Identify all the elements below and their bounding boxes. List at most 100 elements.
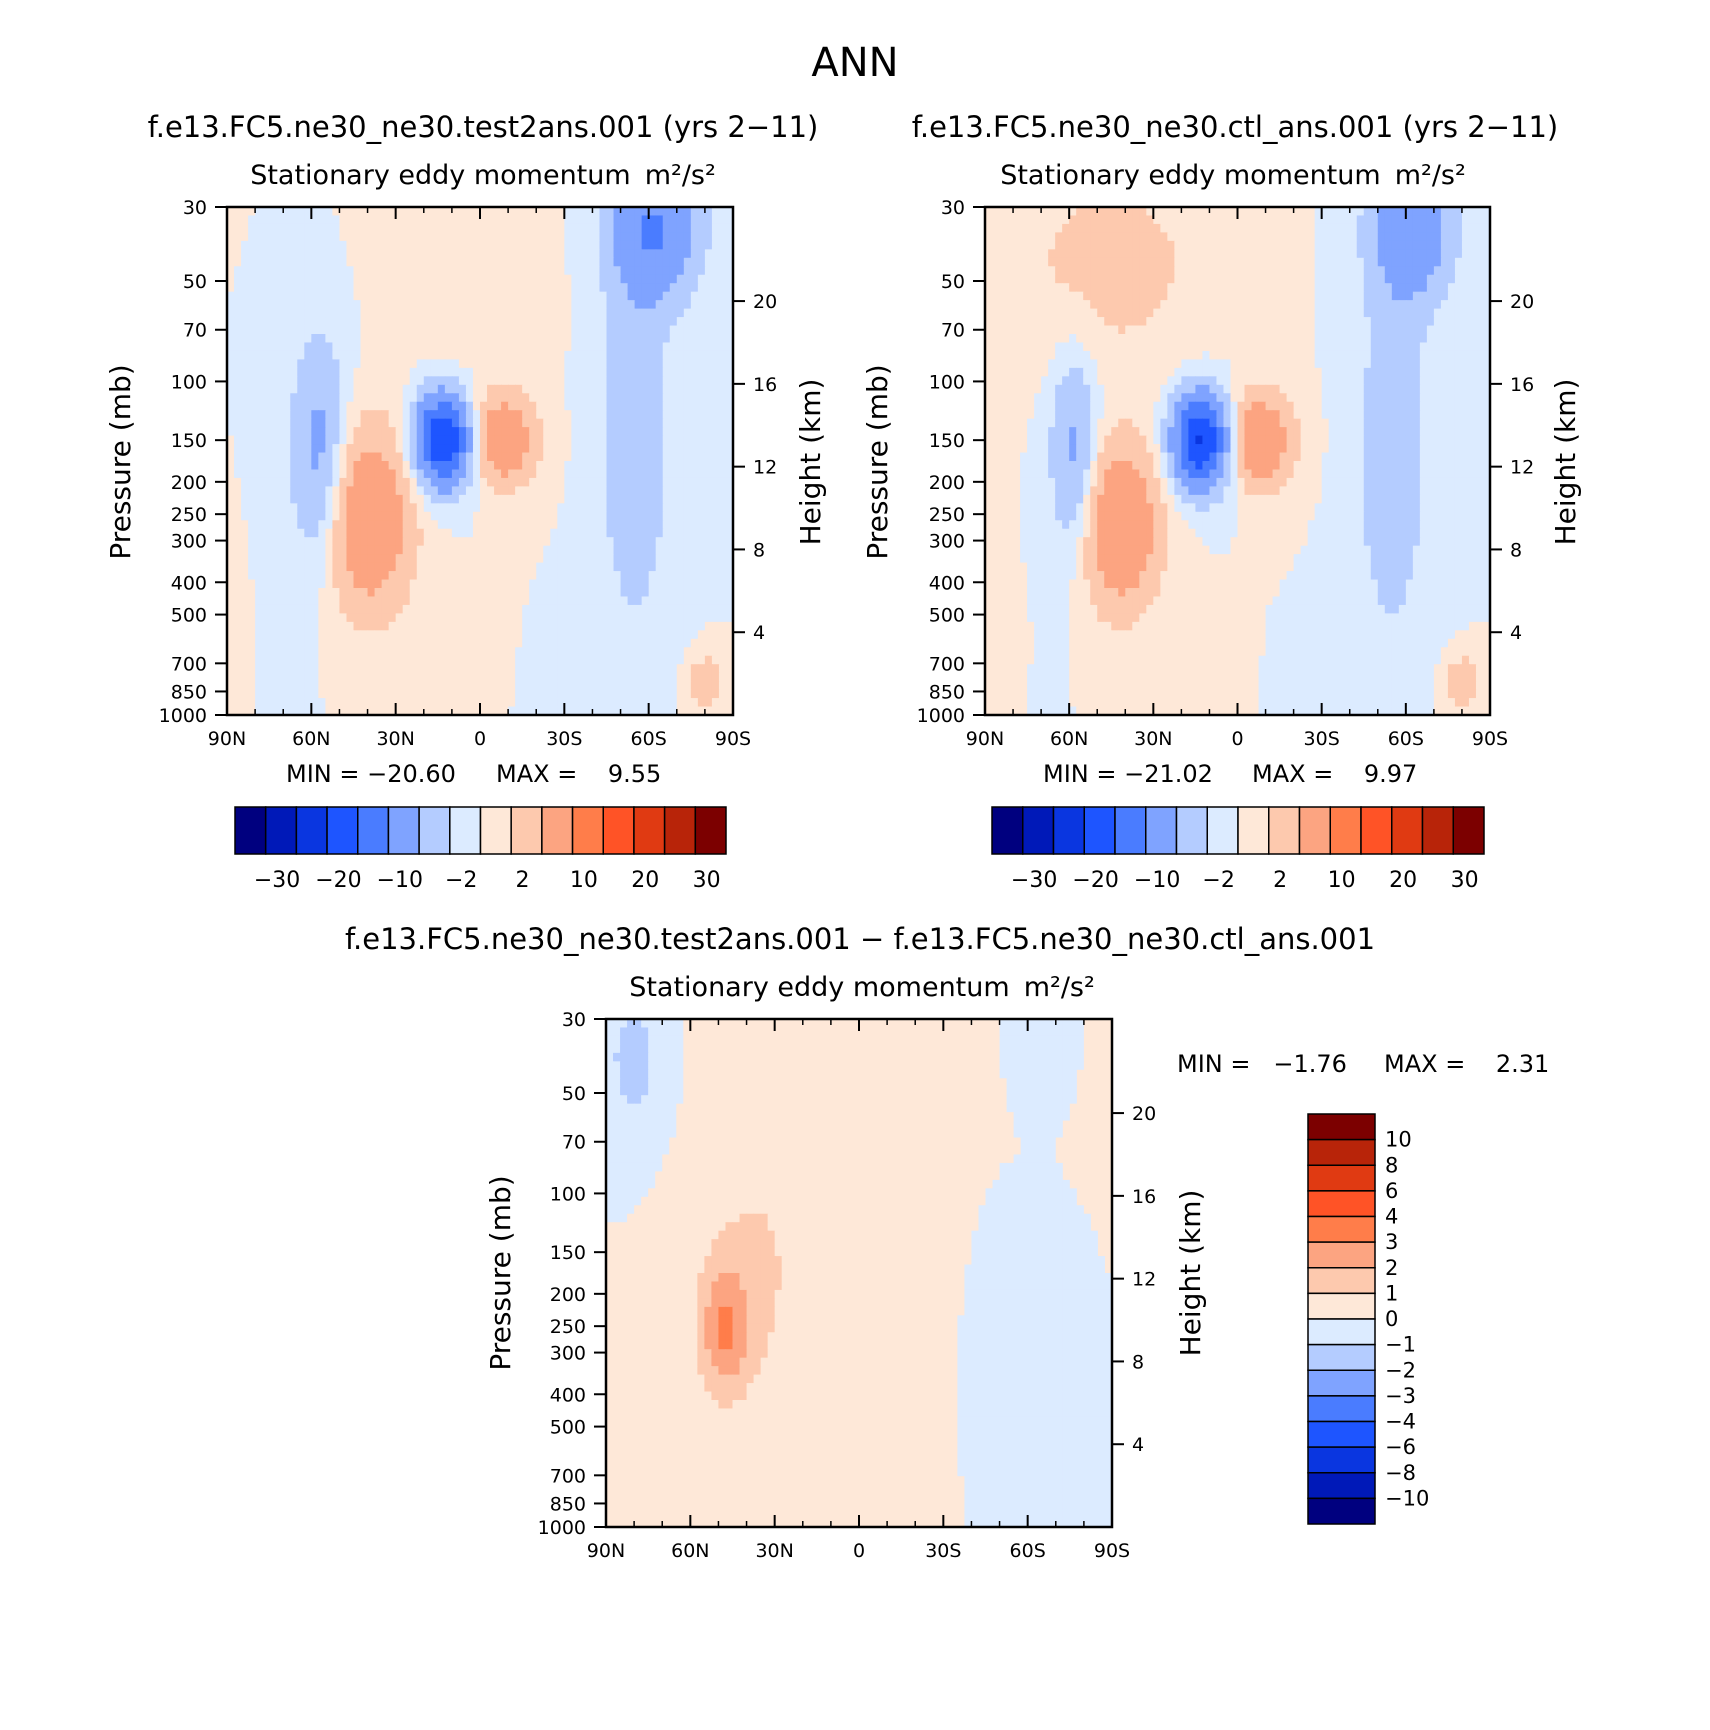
field-cell — [697, 545, 706, 555]
field-cell — [508, 342, 516, 352]
field-cell — [423, 613, 432, 623]
field-cell — [416, 579, 425, 589]
field-cell — [634, 325, 643, 335]
field-cell — [444, 554, 453, 564]
field-cell — [613, 232, 622, 242]
field-cell — [690, 588, 699, 598]
field-cell — [648, 325, 657, 335]
field-cell — [297, 477, 305, 487]
field-cell — [290, 427, 298, 437]
field-cell — [423, 545, 432, 555]
field-cell — [655, 452, 664, 462]
field-cell — [255, 334, 263, 344]
field-cell — [697, 342, 706, 352]
field-cell — [599, 410, 608, 420]
field-cell — [564, 494, 572, 504]
field-cell — [704, 308, 713, 318]
field-cell — [318, 706, 326, 716]
field-cell — [248, 223, 256, 233]
field-cell — [501, 596, 509, 606]
field-cell — [1195, 240, 1204, 250]
field-cell — [718, 308, 727, 318]
field-cell — [388, 689, 397, 699]
field-cell — [641, 384, 650, 394]
field-cell — [339, 545, 348, 555]
field-cell — [683, 579, 692, 589]
field-cell — [585, 681, 594, 691]
field-cell — [465, 689, 474, 699]
field-cell — [290, 562, 298, 572]
field-cell — [318, 613, 326, 623]
field-cell — [1237, 215, 1246, 225]
field-cell — [515, 257, 523, 267]
field-cell — [388, 274, 397, 284]
field-cell — [1160, 215, 1168, 225]
field-cell — [360, 393, 369, 403]
field-cell — [543, 266, 551, 276]
field-cell — [430, 655, 439, 665]
field-cell — [585, 384, 594, 394]
field-cell — [416, 689, 425, 699]
field-cell — [676, 308, 685, 318]
field-cell — [697, 588, 706, 598]
field-cell — [255, 494, 263, 504]
field-cell — [227, 461, 235, 471]
field-cell — [1076, 257, 1084, 267]
field-cell — [1153, 207, 1161, 217]
y-tick-label: 50 — [183, 271, 207, 293]
field-cell — [613, 630, 622, 640]
field-cell — [1160, 257, 1168, 267]
field-cell — [332, 545, 341, 555]
field-cell — [718, 621, 727, 631]
field-cell — [704, 596, 713, 606]
field-cell — [269, 571, 277, 581]
panel1-title: f.e13.FC5.ne30_ne30.test2ans.001 (yrs 2−… — [148, 110, 819, 144]
field-cell — [676, 249, 685, 259]
field-cell — [311, 376, 319, 386]
field-cell — [487, 435, 495, 445]
field-cell — [557, 554, 565, 564]
field-cell — [430, 367, 439, 377]
field-cell — [241, 444, 249, 454]
field-cell — [697, 393, 706, 403]
field-cell — [1342, 215, 1351, 225]
field-cell — [557, 537, 565, 547]
field-cell — [374, 376, 383, 386]
field-cell — [564, 257, 572, 267]
field-cell — [704, 257, 713, 267]
field-cell — [543, 300, 551, 310]
field-cell — [599, 528, 608, 538]
field-cell — [297, 384, 305, 394]
field-cell — [529, 469, 537, 479]
field-cell — [325, 647, 334, 657]
field-cell — [1118, 257, 1126, 267]
field-cell — [304, 588, 312, 598]
field-cell — [304, 698, 312, 708]
field-cell — [613, 435, 622, 445]
field-cell — [557, 562, 565, 572]
field-cell — [451, 240, 460, 250]
field-cell — [395, 317, 404, 327]
field-cell — [578, 638, 587, 648]
field-cell — [536, 359, 544, 369]
field-cell — [592, 435, 601, 445]
field-cell — [508, 537, 516, 547]
field-cell — [578, 401, 587, 411]
field-cell — [585, 554, 594, 564]
field-cell — [627, 647, 636, 657]
field-cell — [1160, 207, 1168, 217]
field-cell — [627, 461, 636, 471]
field-cell — [683, 706, 692, 716]
field-cell — [578, 334, 587, 344]
field-cell — [697, 537, 706, 547]
field-cell — [578, 283, 587, 293]
field-cell — [641, 367, 650, 377]
field-cell — [290, 520, 298, 530]
field-cell — [620, 562, 629, 572]
field-cell — [627, 300, 636, 310]
field-cell — [683, 342, 692, 352]
field-cell — [592, 249, 601, 259]
field-cell — [465, 579, 474, 589]
field-cell — [290, 477, 298, 487]
field-cell — [1377, 207, 1386, 217]
